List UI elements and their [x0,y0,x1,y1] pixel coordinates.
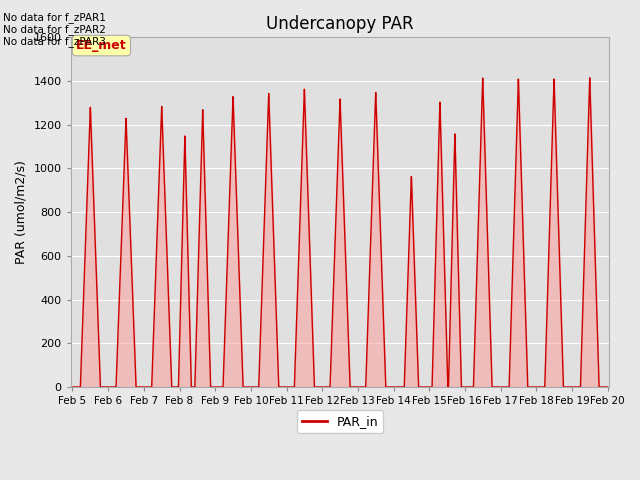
Legend: PAR_in: PAR_in [297,410,383,433]
Text: No data for f_zPAR3: No data for f_zPAR3 [3,36,106,47]
Title: Undercanopy PAR: Undercanopy PAR [266,15,414,33]
Y-axis label: PAR (umol/m2/s): PAR (umol/m2/s) [15,160,28,264]
Text: No data for f_zPAR2: No data for f_zPAR2 [3,24,106,35]
Text: EE_met: EE_met [76,39,127,52]
Text: No data for f_zPAR1: No data for f_zPAR1 [3,12,106,23]
